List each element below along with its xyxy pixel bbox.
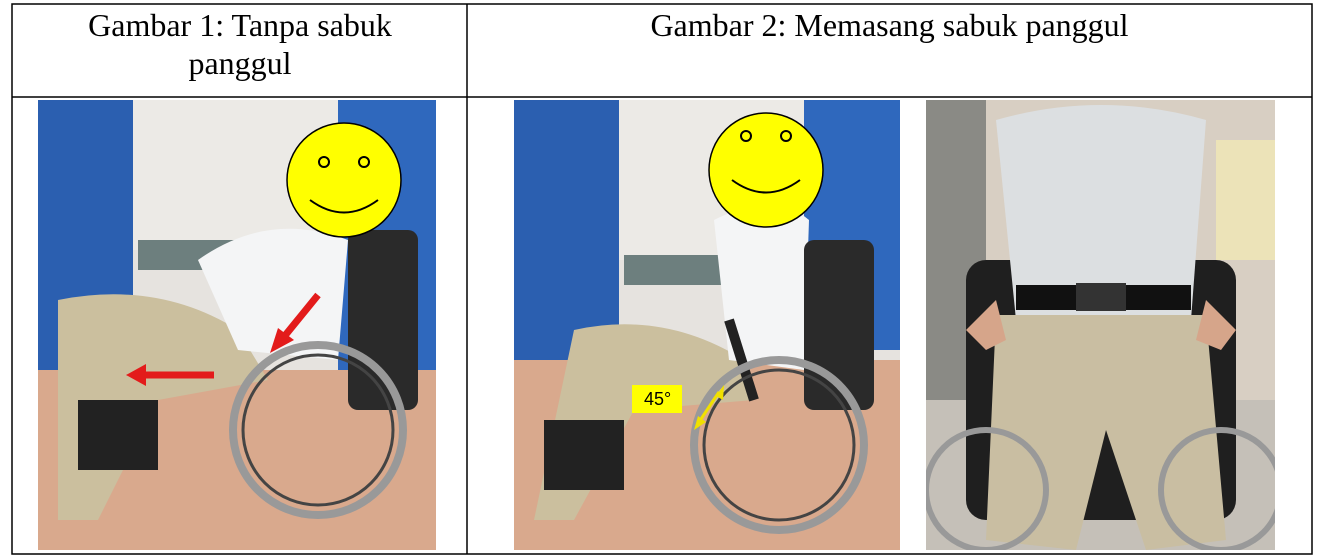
page: Gambar 1: Tanpa sabuk panggul Gambar 2: …: [0, 0, 1321, 557]
header-cell: Gambar 2: Memasang sabuk panggul: [467, 6, 1312, 96]
photo-with-belt-front: [926, 100, 1275, 550]
angle-label: 45°: [644, 389, 671, 409]
header-cell: Gambar 1: Tanpa sabuk panggul: [80, 6, 400, 96]
photo-with-belt-side: 45°: [514, 100, 900, 550]
photo-without-belt: [38, 100, 436, 550]
